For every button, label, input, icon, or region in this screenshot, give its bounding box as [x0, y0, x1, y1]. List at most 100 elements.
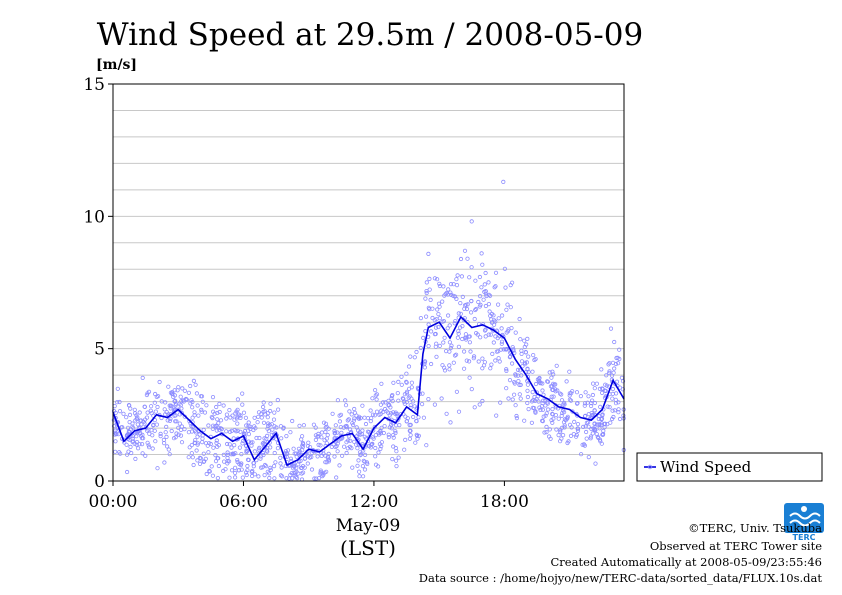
sample-point [597, 422, 602, 427]
sample-point [396, 455, 401, 460]
sample-point [244, 470, 249, 475]
sample-point [541, 414, 546, 419]
sample-point [211, 409, 216, 414]
sample-point [424, 443, 429, 448]
sample-point [335, 398, 340, 403]
x-tick-label: 00:00 [89, 492, 138, 512]
sample-point [257, 445, 262, 450]
sample-point [200, 399, 205, 404]
y-tick-label: 15 [83, 75, 105, 95]
sample-point [128, 444, 133, 449]
sample-point [550, 381, 556, 386]
sample-point [612, 366, 617, 371]
sample-point [490, 351, 495, 356]
sample-point [592, 408, 597, 413]
sample-point [322, 470, 327, 475]
sample-point [404, 389, 410, 394]
sample-point [135, 430, 140, 436]
sample-point [153, 439, 158, 444]
sample-point [370, 435, 375, 440]
sample-point [358, 453, 363, 458]
sample-point [148, 408, 153, 413]
sample-point [497, 359, 502, 364]
sample-point [115, 400, 120, 405]
sample-point [271, 417, 277, 422]
sample-point [213, 452, 218, 458]
sample-point [115, 386, 120, 391]
sample-point [508, 305, 513, 310]
sample-point [600, 386, 605, 391]
sample-point [324, 441, 329, 446]
sample-point [469, 265, 474, 270]
sample-point [296, 462, 301, 467]
sample-point [463, 332, 468, 337]
sample-point [173, 403, 178, 408]
sample-point [179, 410, 185, 416]
sample-point [483, 289, 488, 294]
sample-point [229, 445, 234, 450]
sample-point [402, 392, 407, 397]
sample-point [447, 367, 452, 372]
sample-point [248, 440, 253, 445]
sample-point [356, 432, 361, 437]
sample-point [186, 430, 191, 435]
sample-point [505, 329, 511, 334]
sample-point [516, 378, 521, 384]
sample-point [362, 467, 368, 472]
sample-point [617, 416, 623, 422]
sample-point [338, 412, 344, 417]
sample-point [210, 394, 216, 400]
sample-point [145, 440, 150, 445]
sample-point [314, 476, 319, 481]
sample-point [252, 449, 257, 454]
sample-point [413, 440, 418, 445]
sample-point [477, 402, 482, 407]
sample-point [538, 380, 543, 386]
sample-point [163, 412, 168, 417]
sample-point [610, 408, 615, 413]
sample-point [562, 402, 567, 407]
sample-point [237, 445, 242, 450]
sample-point [448, 292, 454, 297]
sample-point [147, 431, 152, 436]
sample-point [376, 450, 381, 455]
sample-point [395, 390, 400, 396]
sample-point [570, 409, 575, 414]
sample-point [465, 256, 470, 261]
sample-point [258, 456, 263, 461]
sample-point [236, 468, 242, 473]
sample-point [434, 277, 440, 282]
sample-point [320, 473, 325, 479]
sample-point [240, 441, 245, 446]
sample-point [408, 432, 413, 438]
sample-point [533, 356, 538, 362]
sample-point [483, 327, 488, 332]
sample-point [437, 281, 442, 286]
sample-point [132, 407, 137, 412]
sample-point [133, 418, 138, 423]
sample-point [379, 381, 384, 386]
sample-point [350, 422, 356, 428]
sample-point [549, 375, 554, 380]
sample-point [171, 436, 177, 441]
sample-point [229, 428, 234, 433]
sample-point [335, 449, 340, 454]
sample-point [348, 438, 353, 443]
sample-point [381, 430, 386, 436]
sample-point [163, 430, 168, 435]
sample-point [333, 444, 338, 450]
sample-point [179, 440, 185, 445]
sample-point [504, 386, 509, 391]
sample-point [583, 390, 588, 395]
sample-point [593, 461, 598, 466]
sample-point [356, 458, 361, 463]
sample-point [260, 404, 266, 410]
sample-point [430, 315, 435, 321]
sample-point [533, 410, 538, 415]
y-tick-label: 5 [94, 340, 105, 360]
sample-point [242, 431, 247, 436]
sample-point [299, 471, 304, 476]
sample-point [408, 403, 413, 408]
sample-point [391, 380, 396, 385]
sample-point [285, 448, 291, 453]
